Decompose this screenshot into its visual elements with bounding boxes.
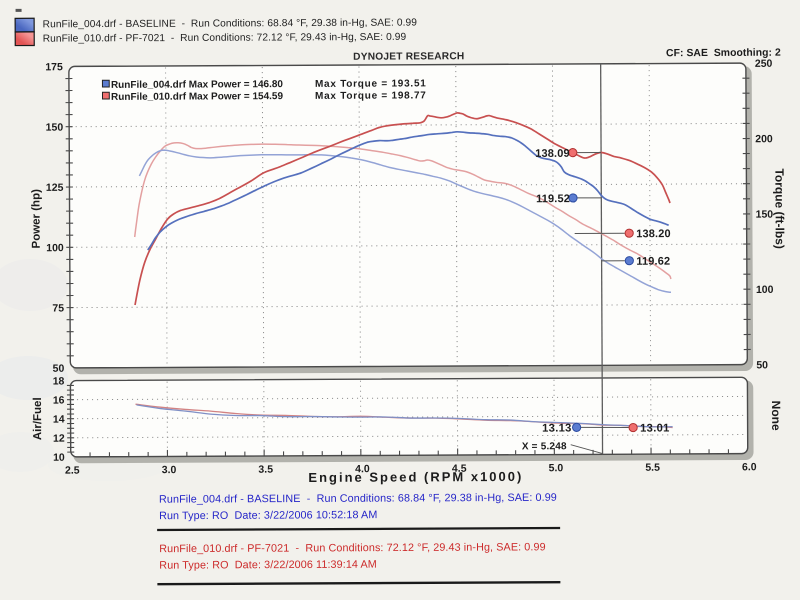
- svg-text:12: 12: [53, 433, 65, 445]
- svg-text:Engine Speed (RPM x1000): Engine Speed (RPM x1000): [308, 469, 523, 485]
- svg-text:DYNOJET RESEARCH: DYNOJET RESEARCH: [353, 51, 464, 63]
- svg-text:10: 10: [53, 452, 65, 464]
- svg-text:RunFile_010.drf Max Power = 15: RunFile_010.drf Max Power = 154.59: [111, 91, 284, 103]
- svg-text:50: 50: [53, 363, 65, 375]
- svg-text:119.62: 119.62: [636, 256, 670, 268]
- svg-text:6.0: 6.0: [742, 461, 757, 473]
- svg-text:14: 14: [53, 414, 65, 426]
- svg-text:None: None: [769, 401, 783, 431]
- svg-text:5.5: 5.5: [645, 462, 660, 474]
- svg-text:RunFile_010.drf - PF-7021 -: RunFile_010.drf - PF-7021 - Run Conditio…: [43, 32, 407, 45]
- svg-text:RunFile_004.drf Max Power = 14: RunFile_004.drf Max Power = 146.80: [111, 79, 284, 91]
- svg-text:125: 125: [46, 182, 64, 194]
- svg-text:100: 100: [756, 284, 774, 296]
- svg-text:5.0: 5.0: [549, 462, 564, 474]
- svg-text:150: 150: [756, 209, 774, 221]
- svg-text:4.5: 4.5: [452, 463, 467, 475]
- svg-text:138.09: 138.09: [535, 148, 570, 160]
- svg-text:2.5: 2.5: [65, 465, 80, 477]
- svg-text:4.0: 4.0: [355, 463, 370, 475]
- svg-text:Run Type: RO Date: 3/22/2006: Run Type: RO Date: 3/22/2006 11:39:14 AM: [159, 559, 377, 572]
- svg-text:75: 75: [52, 302, 64, 314]
- svg-text:138.20: 138.20: [636, 228, 671, 240]
- svg-text:18: 18: [53, 375, 65, 387]
- svg-text:119.52: 119.52: [536, 193, 570, 205]
- svg-text:50: 50: [756, 359, 768, 371]
- svg-text:13.01: 13.01: [640, 422, 670, 434]
- svg-text:RunFile_004.drf - BASELINE -: RunFile_004.drf - BASELINE - Run Conditi…: [43, 18, 418, 31]
- svg-text:3.5: 3.5: [258, 464, 273, 476]
- svg-text:Max Torque = 198.77: Max Torque = 198.77: [315, 90, 427, 102]
- svg-text:Air/Fuel: Air/Fuel: [32, 397, 44, 440]
- svg-text:250: 250: [755, 58, 773, 70]
- svg-text:X = 5.248: X = 5.248: [522, 441, 567, 452]
- svg-text:16: 16: [53, 395, 65, 407]
- svg-text:175: 175: [45, 61, 63, 73]
- svg-text:150: 150: [46, 122, 64, 134]
- svg-text:CF: SAE Smoothing: 2: CF: SAE Smoothing: 2: [666, 48, 781, 60]
- svg-text:RunFile_004.drf - BASELINE -: RunFile_004.drf - BASELINE - Run Conditi…: [159, 492, 557, 506]
- svg-text:200: 200: [755, 133, 773, 145]
- svg-text:RunFile_010.drf - PF-7021 -: RunFile_010.drf - PF-7021 - Run Conditio…: [159, 541, 545, 555]
- svg-text:Max Torque = 193.51: Max Torque = 193.51: [315, 78, 427, 90]
- svg-text:Torque (ft-lbs): Torque (ft-lbs): [772, 168, 786, 249]
- svg-text:3.0: 3.0: [162, 464, 177, 476]
- svg-text:100: 100: [46, 242, 64, 254]
- svg-text:Run Type: RO Date: 3/22/2006: Run Type: RO Date: 3/22/2006 10:52:18 AM: [159, 509, 377, 522]
- svg-text:13.13: 13.13: [542, 422, 572, 434]
- svg-text:Power (hp): Power (hp): [30, 189, 42, 249]
